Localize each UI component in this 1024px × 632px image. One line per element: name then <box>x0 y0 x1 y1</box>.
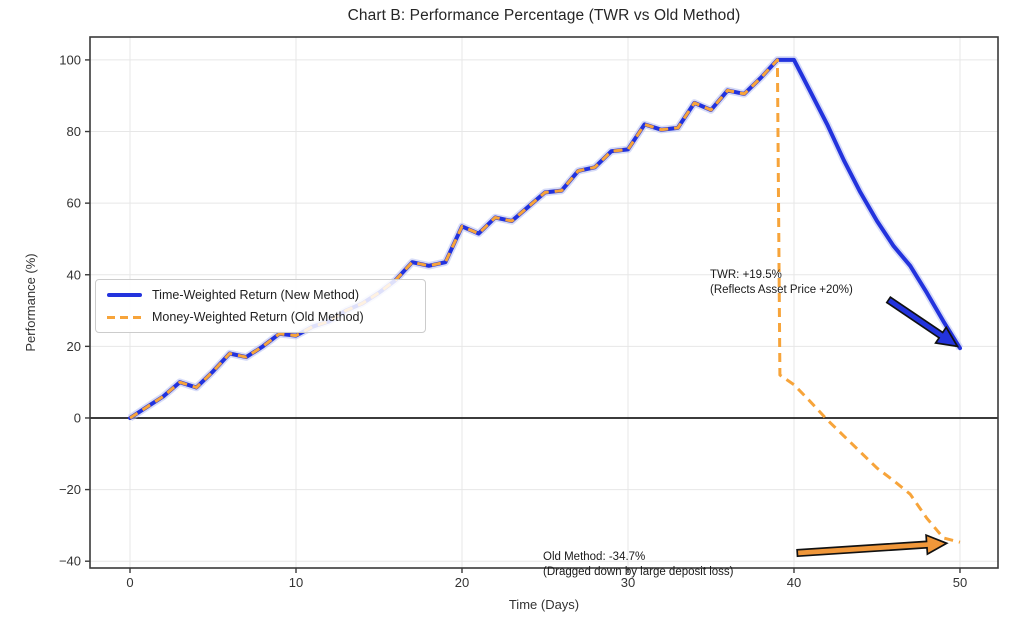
x-tick-label: 0 <box>126 575 133 590</box>
y-tick-label: 80 <box>67 124 81 139</box>
twr-line <box>128 57 962 420</box>
old-method-annotation-line2: (Dragged down by large deposit loss) <box>543 565 734 578</box>
old-method-annotation-line1: Old Method: -34.7% <box>543 551 646 563</box>
x-tick-label: 50 <box>953 575 967 590</box>
twr-line-sample <box>107 293 142 297</box>
x-axis-title: Time (Days) <box>508 597 580 612</box>
legend: Time-Weighted Return (New Method) Money-… <box>95 279 426 333</box>
chart-title: Chart B: Performance Percentage (TWR vs … <box>347 7 741 24</box>
mwr-line <box>129 58 961 544</box>
x-tick-label: 20 <box>455 575 469 590</box>
y-tick-label: 20 <box>67 339 81 354</box>
y-tick-label: −20 <box>59 482 81 497</box>
twr-arrow <box>885 296 960 348</box>
old-method-annotation: Old Method: -34.7% (Dragged down by larg… <box>543 550 734 579</box>
legend-label-twr: Time-Weighted Return (New Method) <box>152 288 360 302</box>
old-method-arrow <box>796 533 949 558</box>
twr-annotation-line1: TWR: +19.5% <box>710 269 782 281</box>
legend-item-twr: Time-Weighted Return (New Method) <box>107 288 425 302</box>
twr-annotation: TWR: +19.5% (Reflects Asset Price +20%) <box>710 268 853 297</box>
y-tick-label: 40 <box>67 267 81 282</box>
y-tick-label: 100 <box>59 52 81 67</box>
plot-border <box>89 36 999 569</box>
twr-line-halo <box>127 56 964 422</box>
twr-annotation-line2: (Reflects Asset Price +20%) <box>710 283 853 296</box>
y-axis-title: Performance (%) <box>23 253 38 352</box>
y-tick-label: 60 <box>67 196 81 211</box>
x-tick-label: 40 <box>787 575 801 590</box>
x-tick-label: 10 <box>289 575 303 590</box>
legend-label-mwr: Money-Weighted Return (Old Method) <box>152 310 364 324</box>
x-tick-label: 30 <box>621 575 635 590</box>
legend-item-mwr: Money-Weighted Return (Old Method) <box>107 310 425 324</box>
mwr-line-sample <box>107 315 142 319</box>
y-tick-label: −40 <box>59 554 81 569</box>
y-tick-label: 0 <box>74 410 81 425</box>
